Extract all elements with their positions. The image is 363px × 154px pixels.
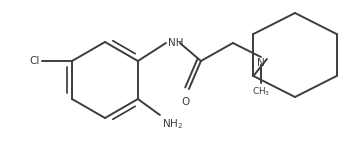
Text: NH: NH — [168, 38, 183, 48]
Text: NH$_2$: NH$_2$ — [162, 117, 183, 131]
Text: O: O — [182, 97, 190, 107]
Text: Cl: Cl — [30, 56, 40, 66]
Text: CH$_3$: CH$_3$ — [252, 85, 270, 97]
Text: N: N — [257, 58, 265, 68]
